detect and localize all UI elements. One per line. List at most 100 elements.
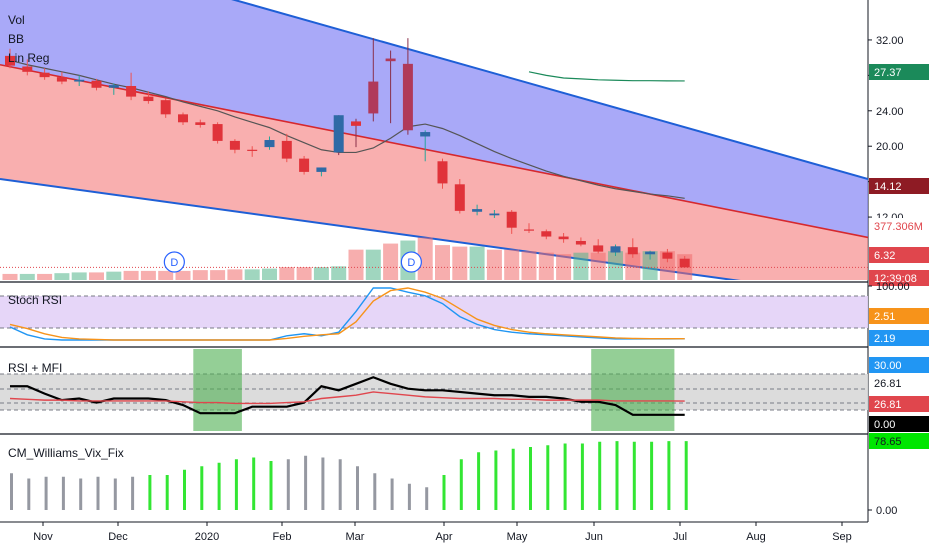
price-tag[interactable]: 377.306M <box>869 218 929 234</box>
volume-bar[interactable] <box>556 254 572 280</box>
candle-body[interactable] <box>610 246 621 253</box>
candle-body[interactable] <box>212 124 223 141</box>
volume-bar[interactable] <box>331 266 347 280</box>
candle-body[interactable] <box>333 115 344 153</box>
candle-body[interactable] <box>645 251 656 255</box>
stoch-value-tag[interactable]: 2.51 <box>869 308 929 324</box>
volume-bar[interactable] <box>504 249 520 280</box>
volume-bar[interactable] <box>244 269 260 280</box>
vix-fix-label[interactable]: CM_Williams_Vix_Fix <box>8 446 124 460</box>
volume-bar[interactable] <box>642 251 658 280</box>
candle-body[interactable] <box>351 121 361 126</box>
linreg-indicator-label[interactable]: Lin Reg <box>8 51 49 65</box>
volume-bar[interactable] <box>486 249 502 280</box>
candle-body[interactable] <box>575 240 586 245</box>
volume-bar[interactable] <box>262 268 277 280</box>
candle-body[interactable] <box>299 158 310 172</box>
stoch-value-tag[interactable]: 2.19 <box>869 330 929 346</box>
candle-body[interactable] <box>402 63 413 131</box>
volume-bar[interactable] <box>608 251 623 280</box>
stoch-rsi-label[interactable]: Stoch RSI <box>8 293 62 307</box>
volume-bar[interactable] <box>227 269 243 280</box>
candle-body[interactable] <box>39 72 50 78</box>
price-tag[interactable]: 12:39:08 <box>869 270 929 286</box>
candle-body[interactable] <box>454 184 465 211</box>
rsi-mfi-pane[interactable] <box>0 349 868 431</box>
vix-value-tag[interactable]: 78.65 <box>869 433 929 449</box>
candle-body[interactable] <box>558 236 569 240</box>
candle-body[interactable] <box>143 96 154 102</box>
vol-indicator-label[interactable]: Vol <box>8 13 25 27</box>
candle-body[interactable] <box>5 55 15 66</box>
rsi-mfi-label[interactable]: RSI + MFI <box>8 361 62 375</box>
volume-bar[interactable] <box>625 252 641 280</box>
rsi-value-tag[interactable]: 26.81 <box>869 396 929 412</box>
volume-bar[interactable] <box>383 243 399 280</box>
candle-body[interactable] <box>126 85 137 97</box>
candle-body[interactable] <box>420 132 431 137</box>
volume-bar[interactable] <box>175 270 191 280</box>
dividend-marker[interactable]: D <box>163 251 185 273</box>
candle-body[interactable] <box>593 245 604 252</box>
volume-bar[interactable] <box>192 270 208 280</box>
candle-body[interactable] <box>91 80 102 88</box>
stoch-rsi-pane[interactable] <box>0 287 868 341</box>
volume-bar[interactable] <box>54 273 70 280</box>
volume-bar[interactable] <box>19 273 35 280</box>
volume-bar[interactable] <box>313 267 329 280</box>
volume-bar[interactable] <box>469 246 485 280</box>
volume-bar[interactable] <box>435 245 450 280</box>
candle-body[interactable] <box>489 213 500 216</box>
rsi-value-tag[interactable]: 26.81 <box>869 375 929 391</box>
candle-body[interactable] <box>368 81 379 114</box>
volume-bar[interactable] <box>452 246 468 280</box>
price-tag[interactable]: 6.32 <box>869 247 929 263</box>
volume-bar[interactable] <box>106 271 122 280</box>
candle-body[interactable] <box>247 149 258 151</box>
candle-body[interactable] <box>437 161 448 184</box>
candle-body[interactable] <box>56 77 67 82</box>
vix-fix-pane[interactable] <box>10 441 688 510</box>
candle-body[interactable] <box>264 140 275 148</box>
candle-body[interactable] <box>679 258 690 268</box>
candle-body[interactable] <box>472 209 483 212</box>
volume-bar[interactable] <box>2 273 18 280</box>
volume-bar[interactable] <box>210 270 226 280</box>
candle-body[interactable] <box>160 100 171 115</box>
volume-bar[interactable] <box>590 252 606 280</box>
volume-bar[interactable] <box>573 252 589 280</box>
price-axis[interactable]: 12.0016.0020.0024.0028.0032.0027.3714.12… <box>868 35 929 517</box>
volume-bar[interactable] <box>37 273 53 280</box>
candle-body[interactable] <box>178 114 188 123</box>
volume-bar[interactable] <box>417 237 433 280</box>
volume-bar[interactable] <box>365 249 381 280</box>
time-axis[interactable]: Nov Dec 2020 Feb Mar Apr May Jun Jul Aug Sep <box>33 522 852 543</box>
volume-bar[interactable] <box>140 270 156 280</box>
volume-bar[interactable] <box>71 272 87 280</box>
price-tag[interactable]: 14.12 <box>869 178 929 194</box>
candle-body[interactable] <box>22 66 33 72</box>
candle-body[interactable] <box>281 140 292 159</box>
candle-body[interactable] <box>541 231 552 237</box>
volume-bar[interactable] <box>123 270 139 280</box>
candle-body[interactable] <box>108 85 119 88</box>
candle-body[interactable] <box>229 140 240 150</box>
volume-bar[interactable] <box>521 251 537 280</box>
candle-body[interactable] <box>316 167 327 172</box>
volume-bar[interactable] <box>538 252 554 280</box>
bb-indicator-label[interactable]: BB <box>8 32 24 46</box>
price-tag[interactable]: 27.37 <box>869 64 929 80</box>
volume-bar[interactable] <box>89 272 104 280</box>
candle-body[interactable] <box>385 58 396 62</box>
candle-body[interactable] <box>627 247 638 255</box>
candle-body[interactable] <box>195 122 206 125</box>
dividend-marker[interactable]: D <box>400 251 422 273</box>
volume-bar[interactable] <box>348 249 364 280</box>
rsi-value-tag[interactable]: 0.00 <box>869 416 929 432</box>
volume-bar[interactable] <box>279 267 295 280</box>
candle-body[interactable] <box>74 79 85 82</box>
rsi-value-tag[interactable]: 30.00 <box>869 357 929 373</box>
candle-body[interactable] <box>662 252 673 259</box>
